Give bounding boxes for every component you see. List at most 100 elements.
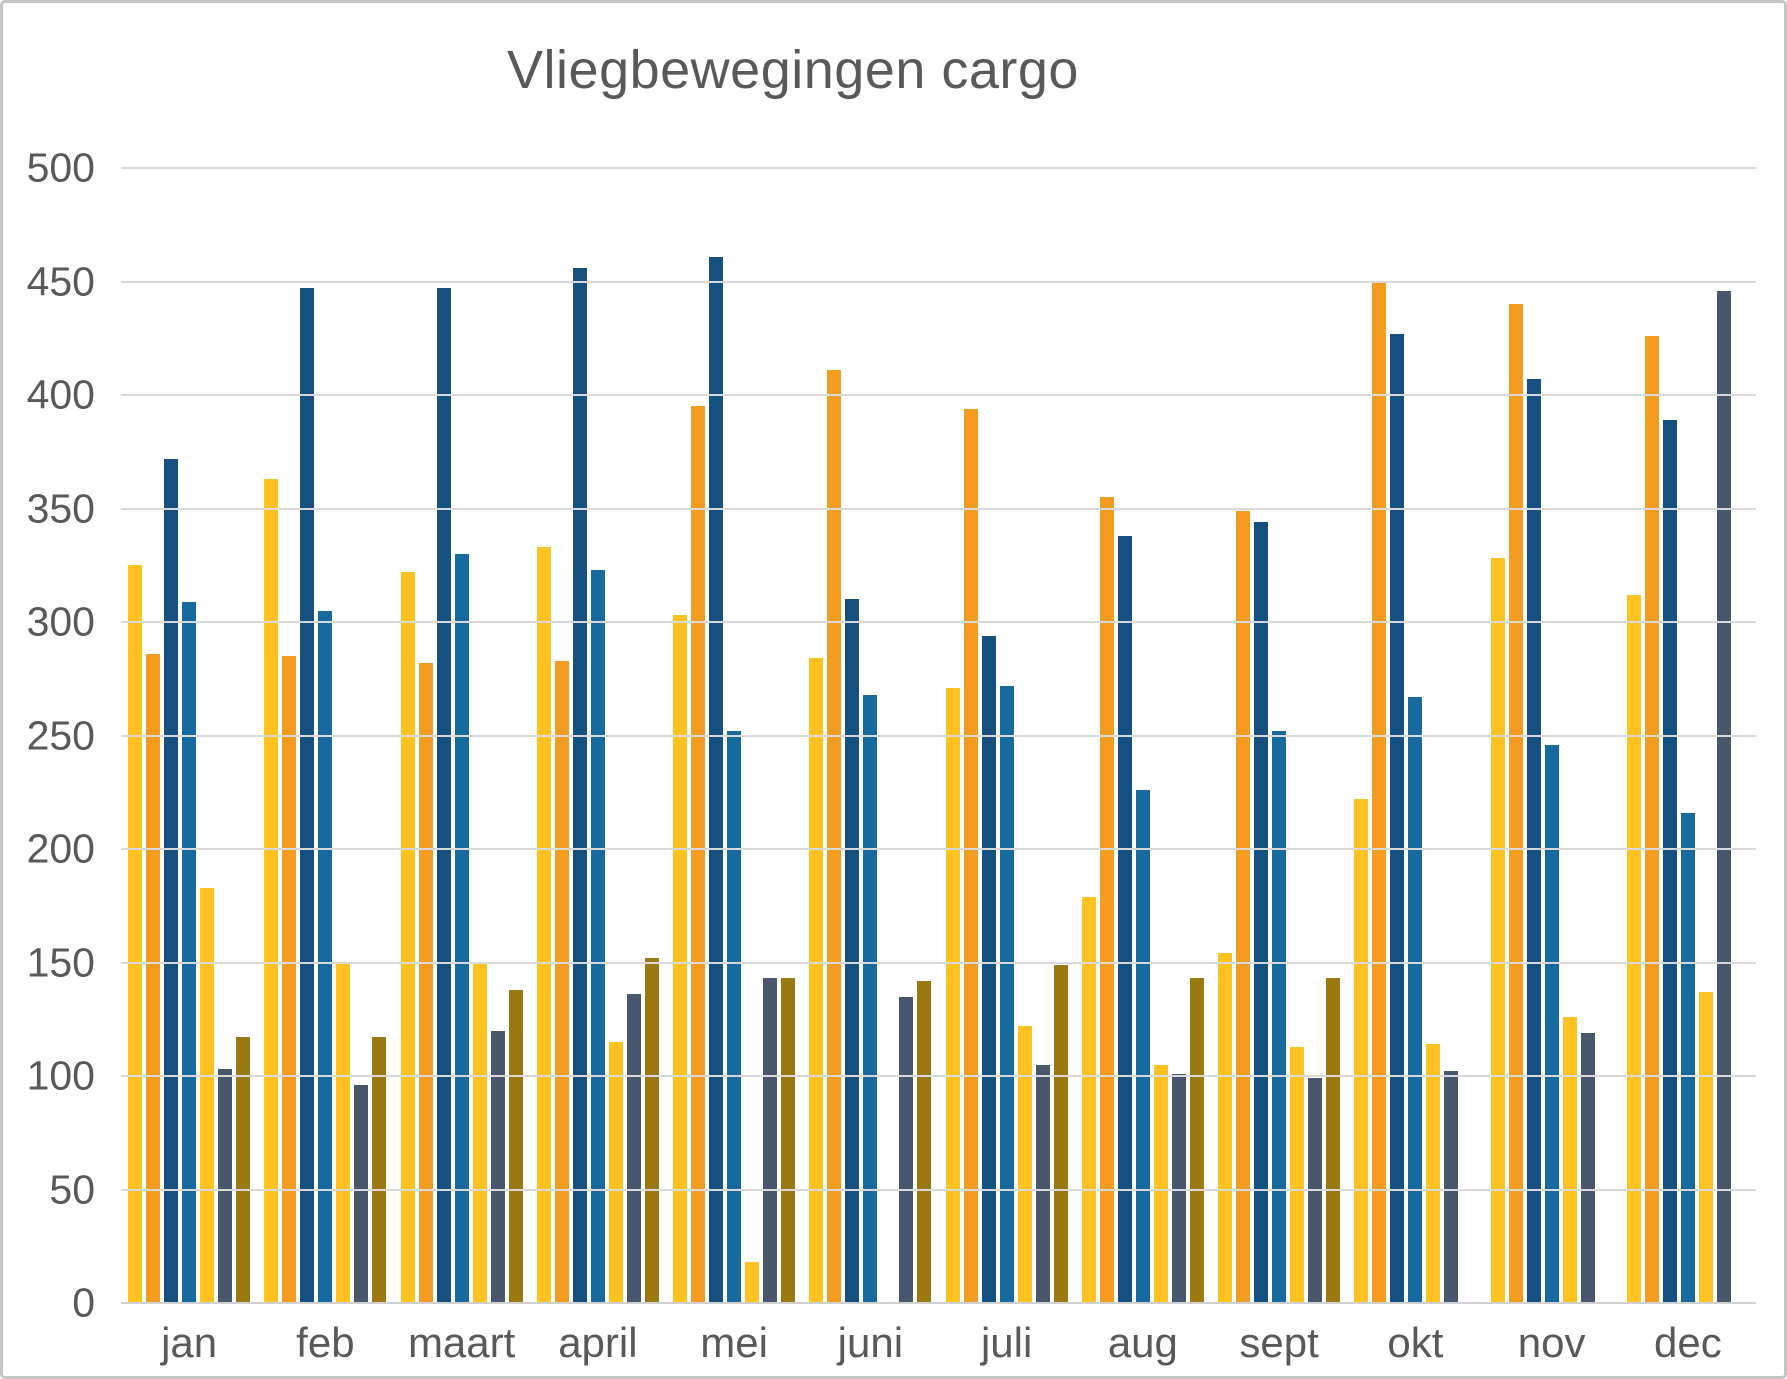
bar-mei-serie-okergeel[interactable]	[781, 978, 796, 1303]
gridline-150	[121, 961, 1756, 964]
bar-sept-serie-geel-2[interactable]	[1290, 1046, 1305, 1303]
bar-nov-serie-geel-2[interactable]	[1562, 1016, 1577, 1303]
bar-maart-serie-okergeel[interactable]	[508, 989, 523, 1303]
bar-group-maart	[394, 168, 530, 1303]
bar-april-serie-grijsblauw[interactable]	[626, 994, 641, 1303]
bar-jan-serie-grijsblauw[interactable]	[218, 1069, 233, 1303]
bar-nov-serie-oranje[interactable]	[1508, 304, 1523, 1303]
bar-sept-serie-okergeel[interactable]	[1326, 978, 1341, 1303]
bar-feb-serie-oranje[interactable]	[282, 656, 297, 1303]
bar-nov-serie-geel[interactable]	[1490, 558, 1505, 1303]
bar-juli-serie-geel-2[interactable]	[1017, 1026, 1032, 1303]
bar-april-serie-blauw[interactable]	[590, 569, 605, 1303]
bar-feb-serie-grijsblauw[interactable]	[354, 1085, 369, 1303]
x-tick-label-juni: juni	[837, 1319, 904, 1366]
bar-jan-serie-donkerblauw[interactable]	[164, 458, 179, 1303]
x-axis-labels: jan feb maart april mei juni juli aug sept okt nov…	[121, 1319, 1756, 1376]
bar-juli-serie-blauw[interactable]	[999, 685, 1014, 1303]
bar-jan-serie-geel[interactable]	[128, 565, 143, 1303]
bar-nov-serie-grijsblauw[interactable]	[1580, 1032, 1595, 1303]
gridline-100	[121, 1075, 1756, 1077]
bar-april-serie-donkerblauw[interactable]	[572, 267, 587, 1303]
x-tick-label-feb: feb	[296, 1319, 355, 1366]
bar-april-serie-oranje[interactable]	[554, 660, 569, 1303]
bar-juni-serie-oranje[interactable]	[827, 370, 842, 1303]
bar-juli-serie-geel[interactable]	[945, 687, 960, 1303]
bar-nov-serie-donkerblauw[interactable]	[1526, 379, 1541, 1303]
bar-feb-serie-donkerblauw[interactable]	[300, 288, 315, 1303]
bar-okt-serie-oranje[interactable]	[1372, 281, 1387, 1303]
y-tick-label-450: 450	[26, 258, 95, 304]
bar-juli-serie-okergeel[interactable]	[1053, 964, 1068, 1303]
bar-dec-serie-oranje[interactable]	[1644, 335, 1659, 1303]
x-tick-label-dec: dec	[1654, 1319, 1722, 1366]
gridline-350	[121, 507, 1756, 510]
bar-juni-serie-geel[interactable]	[809, 658, 824, 1303]
y-tick-label-300: 300	[26, 598, 95, 645]
bar-aug-serie-okergeel[interactable]	[1189, 978, 1204, 1303]
bar-mei-serie-grijsblauw[interactable]	[763, 978, 778, 1303]
bar-feb-serie-geel[interactable]	[264, 479, 279, 1303]
bar-aug-serie-grijsblauw[interactable]	[1171, 1073, 1186, 1303]
bar-juni-serie-donkerblauw[interactable]	[845, 599, 860, 1303]
bar-dec-serie-blauw[interactable]	[1680, 812, 1695, 1303]
bar-mei-serie-donkerblauw[interactable]	[709, 256, 724, 1303]
bar-maart-serie-grijsblauw[interactable]	[490, 1030, 505, 1303]
bar-maart-serie-geel[interactable]	[400, 572, 415, 1303]
bar-okt-serie-grijsblauw[interactable]	[1444, 1071, 1459, 1303]
bar-okt-serie-donkerblauw[interactable]	[1390, 333, 1405, 1303]
bar-feb-serie-blauw[interactable]	[318, 610, 333, 1303]
bar-jan-serie-okergeel[interactable]	[236, 1037, 251, 1303]
bar-dec-serie-grijsblauw[interactable]	[1716, 290, 1731, 1303]
bar-sept-serie-blauw[interactable]	[1272, 730, 1287, 1303]
gridline-400	[121, 394, 1756, 396]
bar-okt-serie-geel[interactable]	[1354, 799, 1369, 1303]
bar-group-feb	[257, 168, 393, 1303]
x-tick-label-mei: mei	[700, 1319, 768, 1366]
bar-dec-serie-donkerblauw[interactable]	[1662, 419, 1677, 1303]
bar-aug-serie-geel[interactable]	[1081, 896, 1096, 1303]
bar-april-serie-okergeel[interactable]	[644, 957, 659, 1303]
bar-groups	[121, 168, 1756, 1303]
bar-feb-serie-okergeel[interactable]	[372, 1037, 387, 1303]
bar-sept-serie-grijsblauw[interactable]	[1308, 1078, 1323, 1303]
bar-mei-serie-blauw[interactable]	[727, 730, 742, 1303]
x-tick-label-nov: nov	[1517, 1319, 1586, 1366]
bar-april-serie-geel-2[interactable]	[608, 1041, 623, 1303]
bar-jan-serie-geel-2[interactable]	[200, 887, 215, 1303]
bar-juli-serie-donkerblauw[interactable]	[981, 635, 996, 1303]
bar-maart-serie-oranje[interactable]	[418, 662, 433, 1303]
bar-sept-serie-geel[interactable]	[1218, 953, 1233, 1303]
bar-aug-serie-donkerblauw[interactable]	[1117, 535, 1132, 1303]
x-tick-label-maart: maart	[407, 1319, 516, 1366]
x-tick-label-juli: juli	[980, 1319, 1033, 1366]
bar-juli-serie-oranje[interactable]	[963, 408, 978, 1303]
bar-juli-serie-grijsblauw[interactable]	[1035, 1064, 1050, 1303]
chart-title: Vliegbewegingen cargo	[507, 40, 1079, 100]
bar-sept-serie-donkerblauw[interactable]	[1254, 522, 1269, 1303]
bar-aug-serie-oranje[interactable]	[1099, 497, 1114, 1303]
bar-aug-serie-blauw[interactable]	[1135, 789, 1150, 1303]
bar-aug-serie-geel-2[interactable]	[1153, 1064, 1168, 1303]
bar-mei-serie-geel-2[interactable]	[745, 1262, 760, 1303]
x-tick-label-jan: jan	[161, 1319, 218, 1366]
bar-sept-serie-oranje[interactable]	[1236, 510, 1251, 1303]
bar-okt-serie-geel-2[interactable]	[1426, 1044, 1441, 1303]
bar-maart-serie-donkerblauw[interactable]	[436, 288, 451, 1303]
bar-juni-serie-okergeel[interactable]	[917, 980, 932, 1303]
bar-jan-serie-blauw[interactable]	[182, 601, 197, 1303]
bar-juni-serie-blauw[interactable]	[863, 694, 878, 1303]
bar-maart-serie-blauw[interactable]	[454, 553, 469, 1303]
bar-nov-serie-blauw[interactable]	[1544, 744, 1559, 1303]
bar-jan-serie-oranje[interactable]	[146, 653, 161, 1303]
bar-mei-serie-geel[interactable]	[673, 615, 688, 1303]
bar-group-dec	[1620, 168, 1756, 1303]
bar-juni-serie-grijsblauw[interactable]	[899, 996, 914, 1303]
bar-okt-serie-blauw[interactable]	[1408, 696, 1423, 1303]
bar-maart-serie-geel-2[interactable]	[472, 962, 487, 1303]
bar-feb-serie-geel-2[interactable]	[336, 962, 351, 1303]
bar-mei-serie-oranje[interactable]	[691, 406, 706, 1303]
bar-dec-serie-geel-2[interactable]	[1698, 992, 1713, 1303]
bar-dec-serie-geel[interactable]	[1626, 594, 1641, 1303]
